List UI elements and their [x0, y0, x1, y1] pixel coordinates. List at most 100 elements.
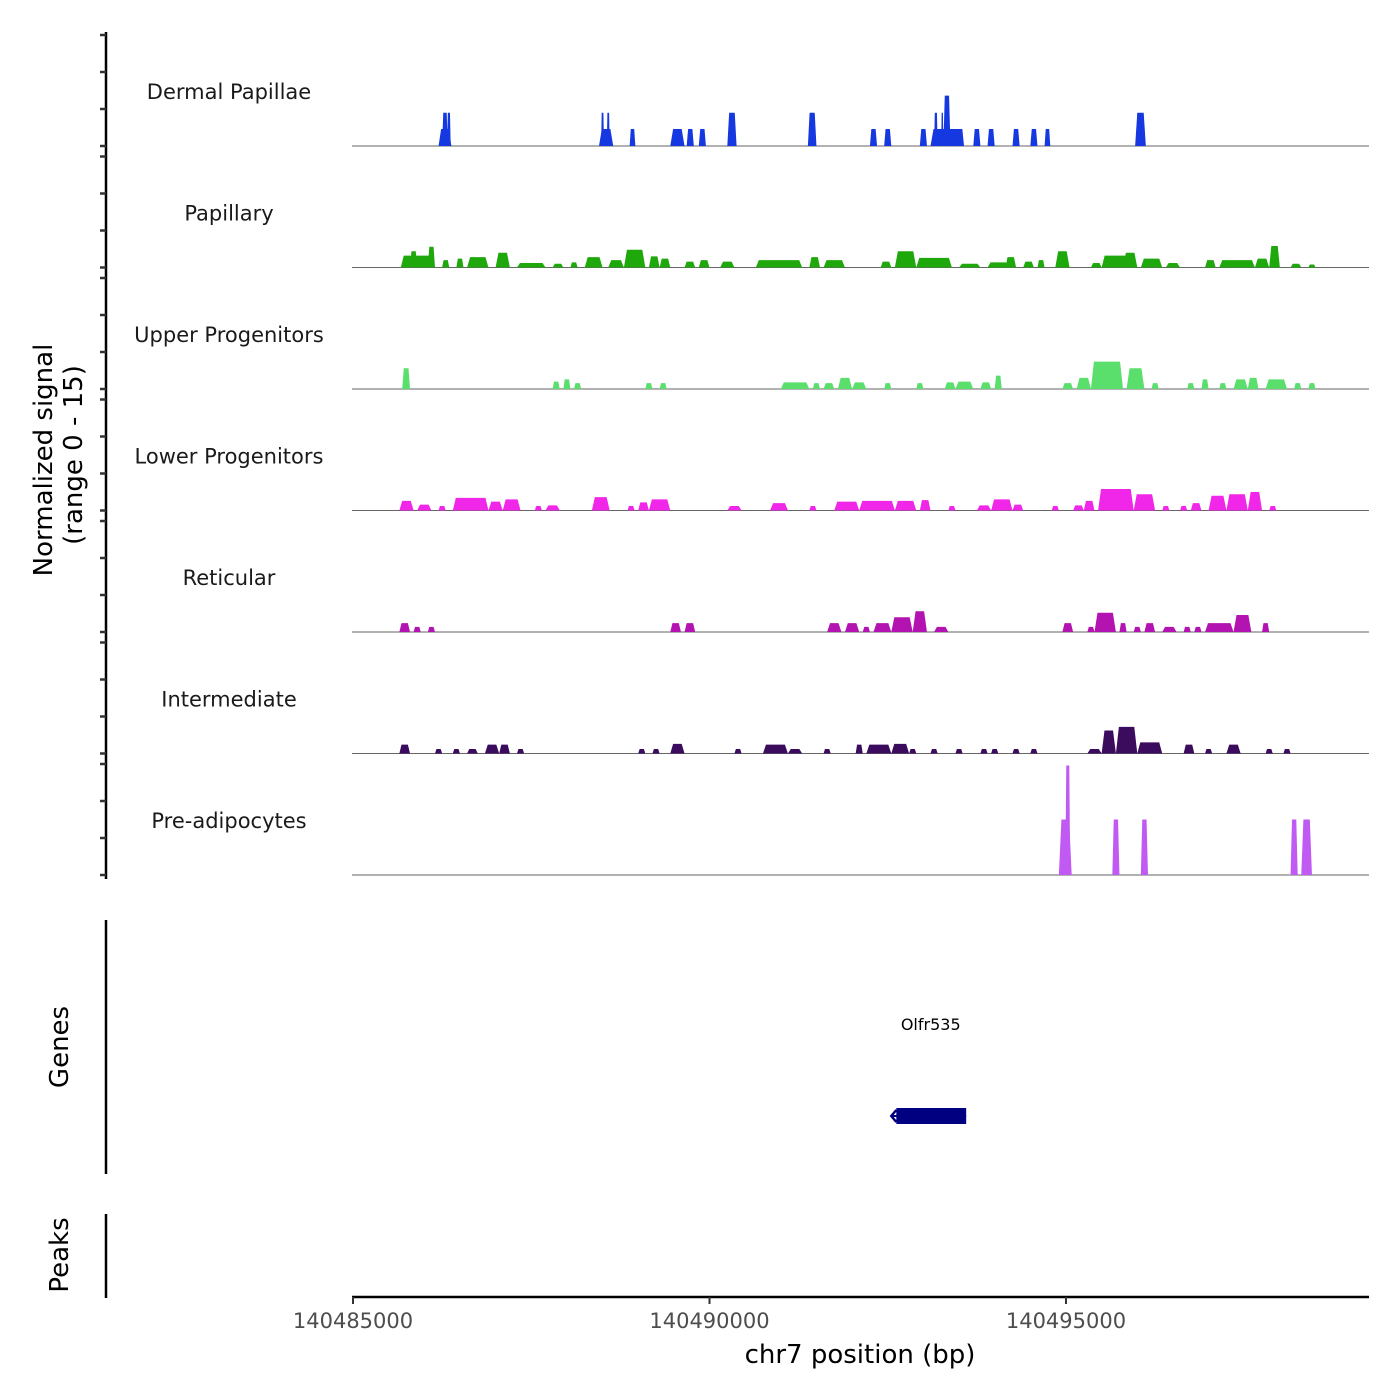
signal-peak [499, 744, 510, 754]
signal-peak [516, 749, 525, 754]
signal-peak [1137, 742, 1163, 754]
signal-peak [1083, 500, 1095, 511]
x-tick-label: 140485000 [293, 1309, 413, 1333]
signal-peak [866, 744, 892, 754]
signal-peak [1123, 252, 1138, 268]
signal-peak [991, 499, 1013, 511]
signal-peak [648, 256, 660, 268]
signal-peak [452, 497, 489, 511]
signal-peak [884, 128, 892, 146]
signal-peak [980, 749, 988, 754]
signal-peak [1183, 626, 1191, 632]
signal-peak [1208, 495, 1227, 511]
signal-peak [855, 744, 863, 754]
signal-peak [601, 112, 604, 146]
track-label: Dermal Papillae [147, 80, 311, 104]
x-tick-label: 140495000 [1006, 1309, 1126, 1333]
signal-peak [955, 749, 963, 754]
signal-peak [955, 128, 965, 146]
signal-peak [1112, 819, 1120, 875]
signal-peak [1219, 260, 1255, 268]
signal-peak [584, 257, 603, 268]
signal-peak [727, 506, 742, 511]
x-tick-label: 140490000 [649, 1309, 769, 1333]
signal-peak [1012, 504, 1024, 511]
signal-peak [410, 251, 418, 268]
signal-peak [670, 623, 681, 632]
signal-peak [563, 379, 571, 389]
signal-peak [1265, 749, 1273, 754]
gene-label: Olfr535 [901, 1015, 961, 1034]
signal-peak [1030, 749, 1038, 754]
signal-peak [991, 749, 999, 754]
genes-panel-label: Genes [45, 1006, 75, 1088]
signal-peak [574, 383, 582, 389]
signal-peak [837, 377, 853, 389]
signal-peak [1187, 383, 1195, 389]
track-lower-progenitors: Lower Progenitors [135, 445, 1369, 511]
signal-peak [399, 744, 411, 754]
signal-peak [417, 504, 432, 511]
signal-peak [1087, 626, 1095, 632]
signal-peak [488, 501, 503, 511]
signal-peak [987, 128, 995, 146]
signal-peak [484, 744, 500, 754]
signal-peak [552, 263, 564, 268]
signal-peak [1090, 263, 1102, 268]
track-label: Upper Progenitors [134, 323, 324, 347]
signal-peak [770, 503, 788, 511]
signal-peak [930, 749, 938, 754]
signal-peak [552, 381, 560, 389]
signal-peak [919, 500, 931, 511]
signal-peak [447, 112, 451, 146]
signal-peak [762, 744, 788, 754]
signal-peak [812, 383, 821, 389]
signal-peak [1073, 505, 1084, 511]
signal-peak [1151, 383, 1159, 389]
y-axis-ticks [100, 33, 106, 877]
track-reticular: Reticular [183, 566, 1369, 633]
signal-peak [1005, 257, 1017, 268]
signal-peak [442, 260, 450, 268]
signal-peak [400, 255, 435, 268]
signal-peak [959, 263, 981, 268]
signal-peak [1194, 626, 1202, 632]
signal-peak [623, 249, 646, 268]
signal-peak [427, 626, 435, 632]
signal-peak [684, 623, 696, 632]
signal-peak [698, 260, 710, 268]
signal-peak [1090, 361, 1124, 389]
signal-peak [648, 499, 671, 511]
signal-peak [720, 261, 735, 268]
signal-peak [1226, 494, 1248, 511]
signal-peak [1065, 765, 1071, 875]
signal-peak [755, 260, 803, 268]
signal-peak [873, 623, 892, 632]
signal-peak [698, 128, 706, 146]
signal-peak [1205, 623, 1234, 632]
signal-peak [987, 262, 1009, 268]
signal-peak [884, 383, 892, 389]
signal-peak [438, 506, 446, 511]
signal-peak [1062, 623, 1074, 632]
signal-peak [1265, 379, 1288, 389]
signal-peak [909, 749, 917, 754]
signal-peak [912, 611, 927, 632]
signal-peak [638, 749, 646, 754]
signal-peak [1023, 261, 1034, 268]
signal-peak [534, 506, 542, 511]
signal-peak [638, 502, 649, 511]
signal-peak [916, 383, 924, 389]
signal-peak [994, 375, 1002, 389]
signal-peak [1076, 377, 1091, 389]
signal-peak [976, 505, 992, 511]
signal-peak [502, 499, 521, 511]
signal-peak [809, 506, 817, 511]
track-label: Pre-adipocytes [151, 809, 306, 833]
signal-peak [1094, 612, 1116, 632]
signal-peak [1247, 377, 1259, 389]
signal-peak [1205, 749, 1213, 754]
gene-olfr535: Olfr535 [889, 1015, 967, 1124]
signal-peak [456, 258, 464, 268]
signal-peak [659, 258, 671, 268]
